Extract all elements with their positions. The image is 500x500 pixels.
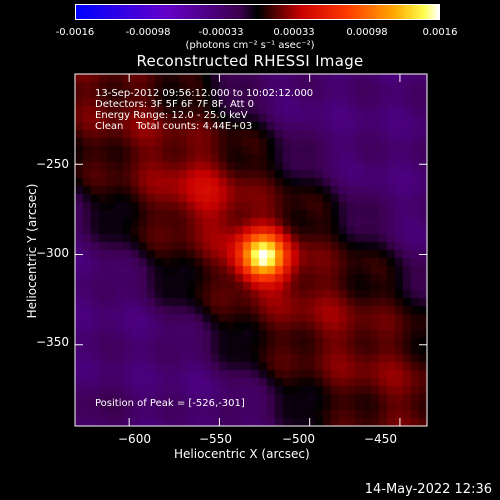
timestamp: 14-May-2022 12:36 xyxy=(364,482,492,497)
detectors-label: Detectors: 3F 5F 6F 7F 8F, Att 0 xyxy=(95,99,255,110)
x-tick-label: −450 xyxy=(364,432,397,446)
plot-frame xyxy=(74,73,428,427)
colorbar-tick-label: 0.00033 xyxy=(273,27,315,38)
y-axis-label: Heliocentric Y (arcsec) xyxy=(25,183,39,319)
peak-position-label: Position of Peak = [-526,-301] xyxy=(95,398,245,409)
x-tick-label: −500 xyxy=(282,432,315,446)
x-tick-label: −550 xyxy=(199,432,232,446)
y-tick-label: −250 xyxy=(36,157,69,171)
colorbar-tick-label: 0.0016 xyxy=(422,27,458,38)
y-tick-label: −300 xyxy=(36,246,69,260)
x-axis-label: Heliocentric X (arcsec) xyxy=(174,447,310,461)
colorbar xyxy=(75,4,440,20)
colorbar-tick-label: 0.00098 xyxy=(346,27,388,38)
time-range-label: 13-Sep-2012 09:56:12.000 to 10:02:12.000 xyxy=(95,88,314,99)
colorbar-tick-label: -0.00098 xyxy=(125,27,171,38)
x-tick-label: −600 xyxy=(118,432,151,446)
chart-title: Reconstructed RHESSI Image xyxy=(136,52,364,70)
plot-area xyxy=(75,74,427,426)
heatmap-image xyxy=(75,74,427,426)
colorbar-tick-label: -0.00033 xyxy=(198,27,244,38)
colorbar-tick-label: -0.0016 xyxy=(55,27,95,38)
colorbar-units: (photons cm⁻² s⁻¹ asec⁻²) xyxy=(185,40,315,51)
y-tick-label: −350 xyxy=(36,335,69,349)
energy-range-label: Energy Range: 12.0 - 25.0 keV xyxy=(95,110,248,121)
clean-counts-label: Clean Total counts: 4.44E+03 xyxy=(95,121,253,132)
